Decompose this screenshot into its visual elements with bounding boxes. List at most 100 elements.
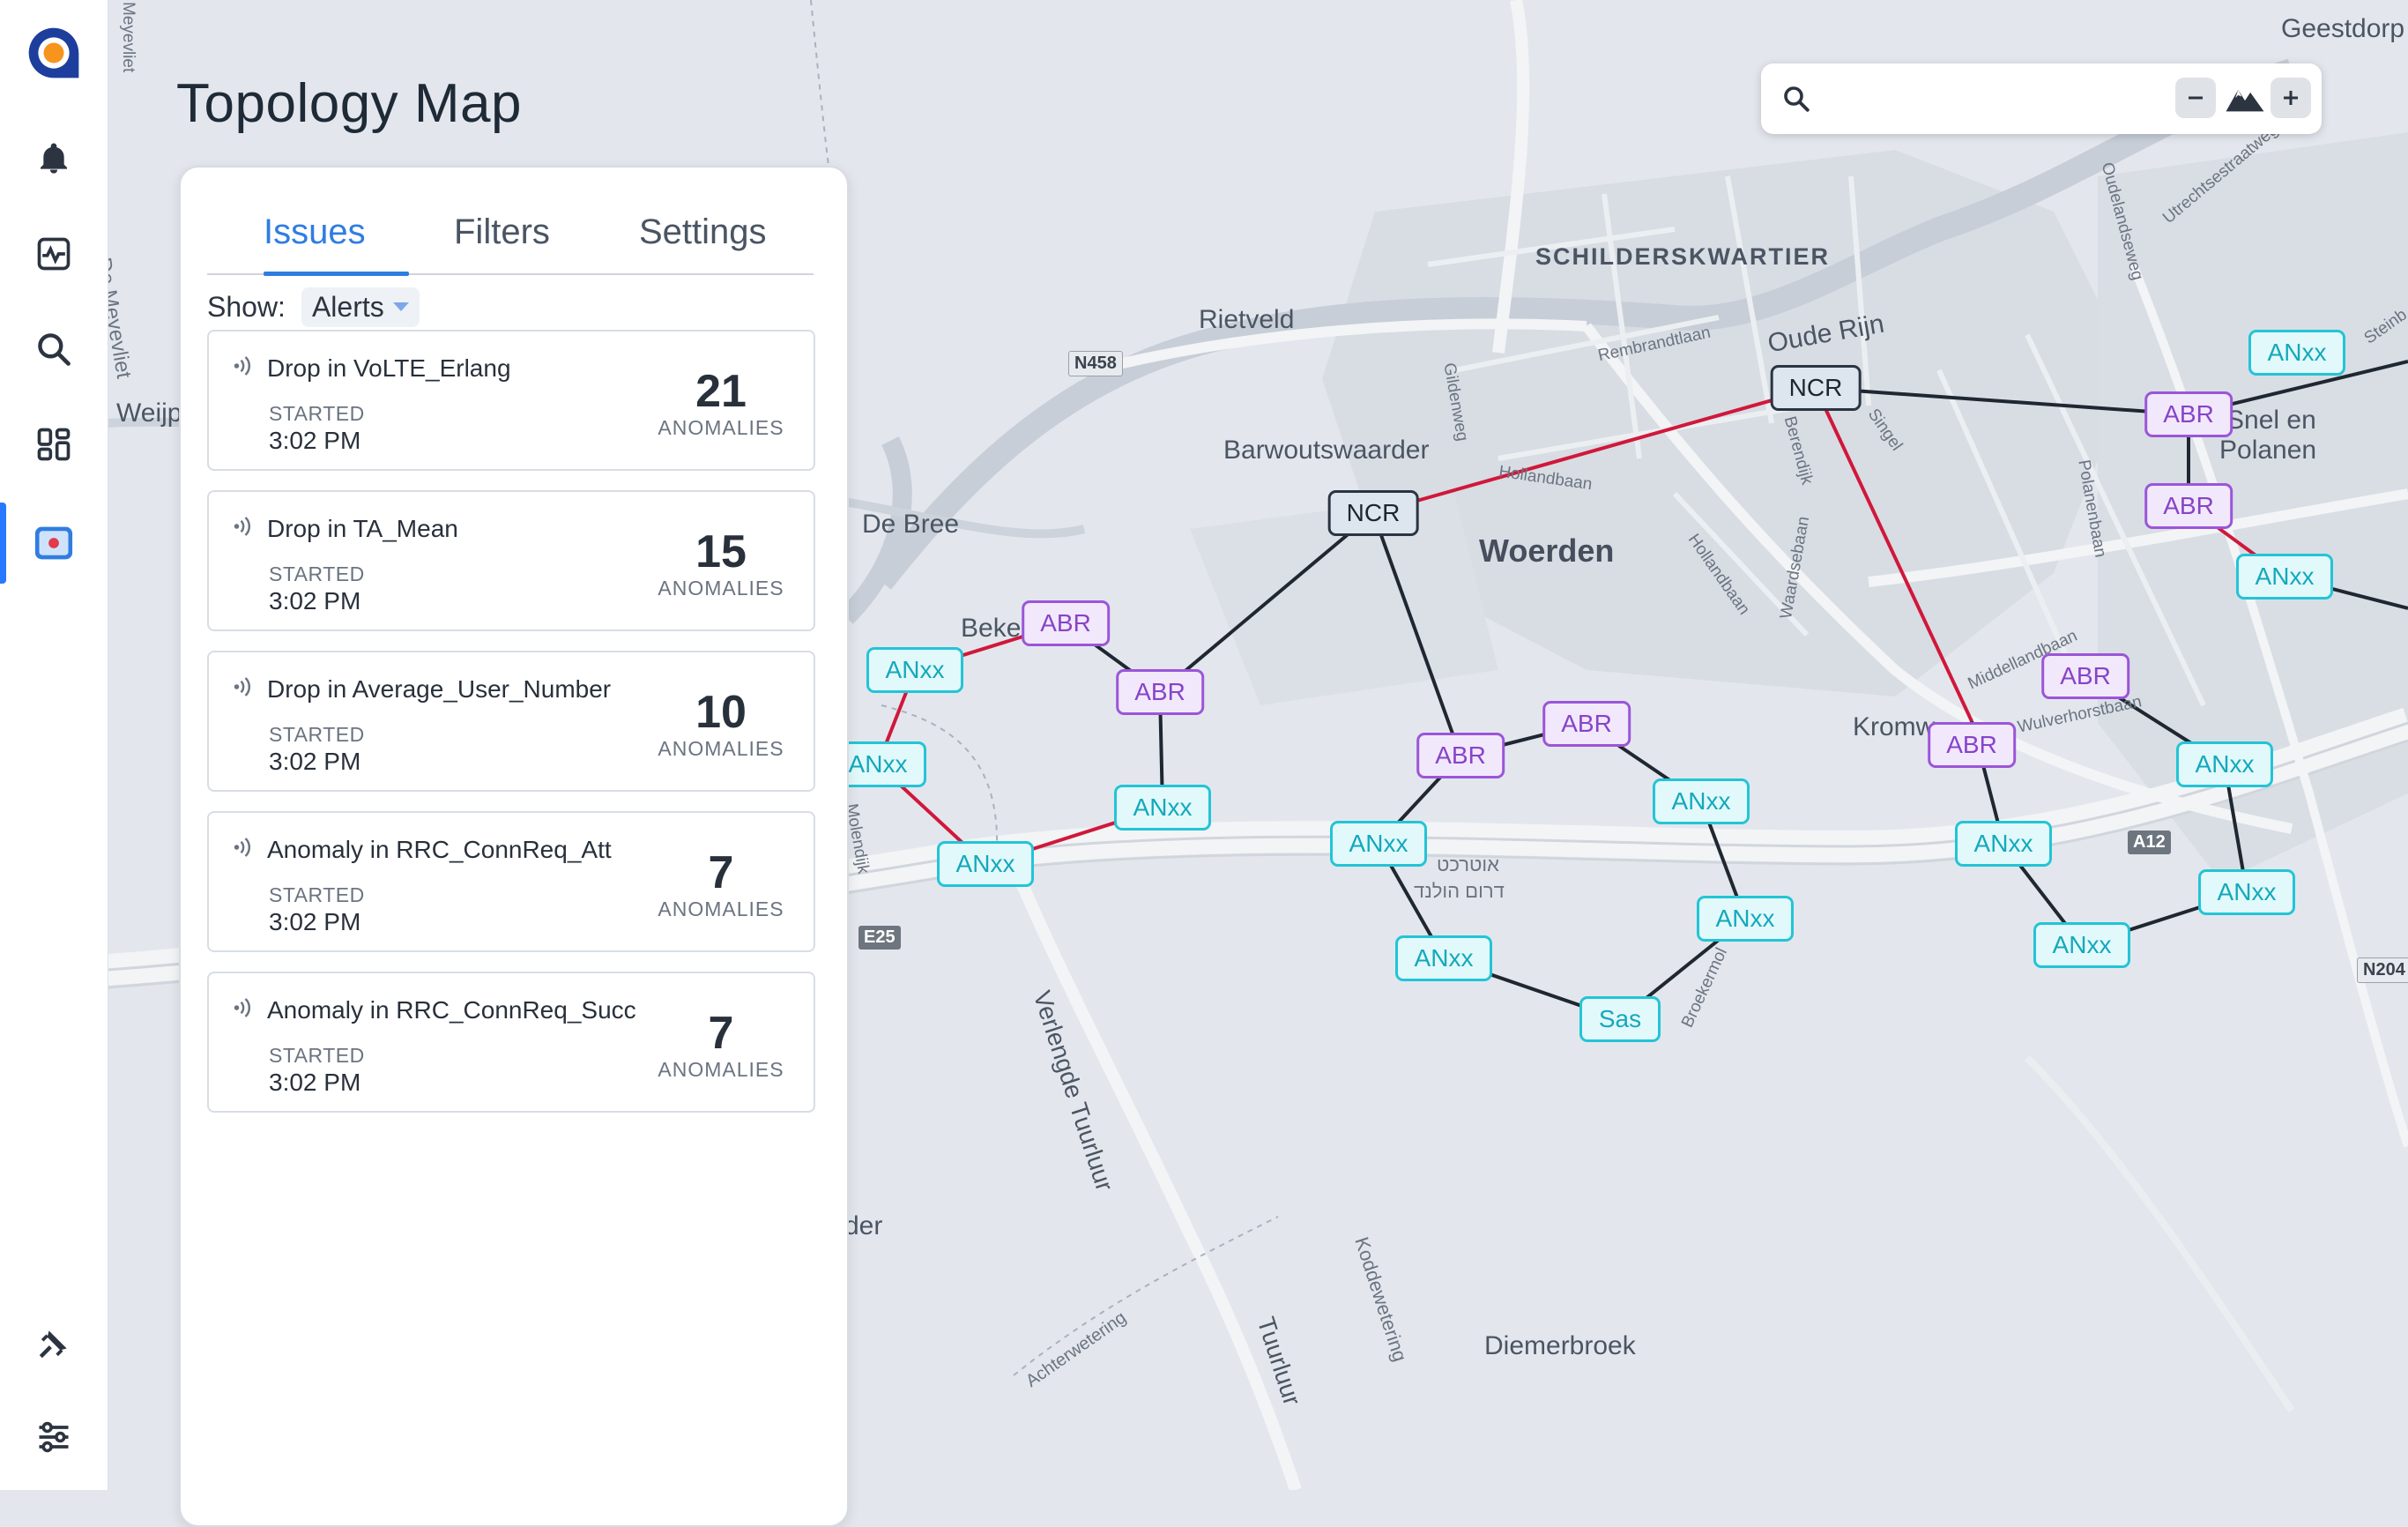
signal-icon bbox=[234, 517, 251, 536]
signal-icon bbox=[234, 998, 251, 1017]
anomaly-count: 10 bbox=[695, 687, 747, 738]
mountain-icon bbox=[2226, 89, 2264, 112]
street-label: אוטרכט bbox=[1437, 853, 1499, 875]
issue-started-label: STARTED bbox=[269, 562, 365, 585]
link bbox=[1815, 386, 2189, 416]
anxx-node[interactable]: ANxx bbox=[2236, 554, 2333, 600]
sas-node[interactable]: Sas bbox=[1579, 996, 1661, 1042]
issue-title: Drop in Average_User_Number bbox=[267, 675, 612, 703]
anxx-node[interactable]: ANxx bbox=[2198, 869, 2295, 915]
place-label: Barwoutswaarder bbox=[1223, 436, 1430, 465]
anxx-node[interactable]: ANxx bbox=[937, 841, 1034, 887]
anomaly-count-label: ANOMALIES bbox=[658, 577, 784, 600]
node-label: ANxx bbox=[1715, 905, 1775, 932]
place-label: Geestdorp bbox=[2281, 14, 2405, 43]
signal-icon bbox=[234, 677, 251, 696]
anomaly-count: 21 bbox=[695, 366, 747, 417]
ncr-node[interactable]: NCR bbox=[1770, 365, 1862, 411]
abr-node[interactable]: ABR bbox=[1928, 722, 2016, 768]
dashboard-icon[interactable] bbox=[27, 418, 80, 471]
street-label: דרום הולנד bbox=[1414, 880, 1505, 902]
abr-node[interactable]: ABR bbox=[1542, 701, 1631, 747]
tab-filters[interactable]: Filters bbox=[454, 212, 550, 251]
search-icon[interactable] bbox=[27, 323, 80, 376]
bell-icon[interactable] bbox=[27, 132, 80, 185]
anxx-node[interactable]: ANxx bbox=[1395, 935, 1492, 981]
issue-time: 3:02 PM bbox=[269, 587, 361, 615]
map-icon[interactable] bbox=[27, 517, 80, 570]
place-label: Beke bbox=[961, 614, 1022, 643]
place-label: Woerden bbox=[1479, 533, 1615, 569]
node-label: ANxx bbox=[2052, 931, 2112, 958]
anxx-node[interactable]: ANxx bbox=[2176, 741, 2273, 787]
node-label: ANxx bbox=[1414, 944, 1474, 972]
sliders-icon[interactable] bbox=[27, 1411, 80, 1464]
activity-icon[interactable] bbox=[27, 227, 80, 280]
zoom-out-button[interactable] bbox=[2175, 78, 2216, 118]
issue-card[interactable]: Anomaly in RRC_ConnReq_Succ STARTED 3:02… bbox=[207, 972, 815, 1113]
anxx-node[interactable]: ANxx bbox=[2248, 330, 2345, 376]
link bbox=[1372, 386, 1817, 515]
abr-node[interactable]: ABR bbox=[1116, 669, 1204, 715]
node-label: ANxx bbox=[885, 656, 945, 683]
place-label: Snel en bbox=[2226, 406, 2316, 435]
plus-icon bbox=[2284, 91, 2298, 105]
node-label: ANxx bbox=[1671, 787, 1731, 815]
anxx-node[interactable]: ANxx bbox=[1697, 896, 1794, 942]
search-icon bbox=[1784, 86, 1810, 112]
issue-started-label: STARTED bbox=[269, 1044, 365, 1067]
anomaly-count: 7 bbox=[708, 847, 734, 898]
abr-node[interactable]: ABR bbox=[2041, 653, 2129, 699]
node-label: Sas bbox=[1598, 1005, 1642, 1032]
ncr-node[interactable]: NCR bbox=[1327, 490, 1419, 536]
caret-down-icon bbox=[392, 302, 409, 311]
node-label: ABR bbox=[2163, 400, 2214, 428]
node-label: ANxx bbox=[1133, 793, 1193, 821]
link bbox=[1158, 511, 1375, 694]
issue-card[interactable]: Anomaly in RRC_ConnReq_Att STARTED 3:02 … bbox=[207, 811, 815, 952]
satellite-icon[interactable] bbox=[27, 1317, 80, 1370]
anomaly-count-label: ANOMALIES bbox=[658, 898, 784, 920]
node-label: ABR bbox=[1040, 609, 1091, 637]
map-search-input[interactable] bbox=[1823, 79, 2161, 120]
anxx-node[interactable]: ANxx bbox=[866, 647, 963, 693]
issue-title: Anomaly in RRC_ConnReq_Succ bbox=[267, 996, 636, 1024]
logo-icon[interactable] bbox=[27, 26, 80, 79]
abr-node[interactable]: ABR bbox=[2144, 391, 2233, 437]
place-label: Polanen bbox=[2219, 436, 2317, 465]
node-label: ABR bbox=[1946, 731, 1997, 758]
anxx-node[interactable]: ANxx bbox=[1653, 778, 1750, 824]
abr-node[interactable]: ABR bbox=[1022, 600, 1110, 646]
place-label: Diemerbroek bbox=[1484, 1331, 1636, 1360]
zoom-in-button[interactable] bbox=[2271, 78, 2311, 118]
map-search-bar[interactable] bbox=[1761, 63, 2322, 134]
anxx-node[interactable]: ANxx bbox=[1330, 821, 1427, 867]
issue-card[interactable]: Drop in Average_User_Number STARTED 3:02… bbox=[207, 651, 815, 792]
tab-settings[interactable]: Settings bbox=[639, 212, 767, 251]
place-label: De Bree bbox=[862, 510, 960, 539]
node-label: ANxx bbox=[2195, 750, 2255, 778]
show-dropdown[interactable]: Alerts bbox=[301, 287, 420, 327]
issue-card[interactable]: Drop in VoLTE_Erlang STARTED 3:02 PM 21 … bbox=[207, 330, 815, 471]
issue-title: Drop in TA_Mean bbox=[267, 515, 458, 542]
street-label: Meyevliet bbox=[119, 2, 137, 73]
link bbox=[1814, 387, 1973, 722]
issue-time: 3:02 PM bbox=[269, 427, 361, 454]
issue-started-label: STARTED bbox=[269, 723, 365, 746]
abr-node[interactable]: ABR bbox=[1416, 733, 1505, 778]
place-label: Weijp bbox=[116, 399, 182, 428]
anomaly-count: 7 bbox=[708, 1008, 734, 1059]
issue-time: 3:02 PM bbox=[269, 1069, 361, 1096]
anxx-node[interactable]: ANxx bbox=[1955, 821, 2052, 867]
terrain-toggle[interactable] bbox=[2223, 78, 2267, 118]
place-label: Kromw bbox=[1853, 712, 1936, 741]
issue-card[interactable]: Drop in TA_Mean STARTED 3:02 PM 15 ANOMA… bbox=[207, 490, 815, 631]
abr-node[interactable]: ABR bbox=[2144, 483, 2233, 529]
minus-icon bbox=[2189, 96, 2203, 100]
anxx-node[interactable]: ANxx bbox=[1114, 785, 1211, 831]
signal-icon bbox=[234, 838, 251, 857]
tab-issues[interactable]: Issues bbox=[264, 212, 366, 251]
page-title: Topology Map bbox=[176, 73, 523, 134]
anxx-node[interactable]: ANxx bbox=[2033, 922, 2130, 968]
node-label: ABR bbox=[1561, 710, 1612, 737]
